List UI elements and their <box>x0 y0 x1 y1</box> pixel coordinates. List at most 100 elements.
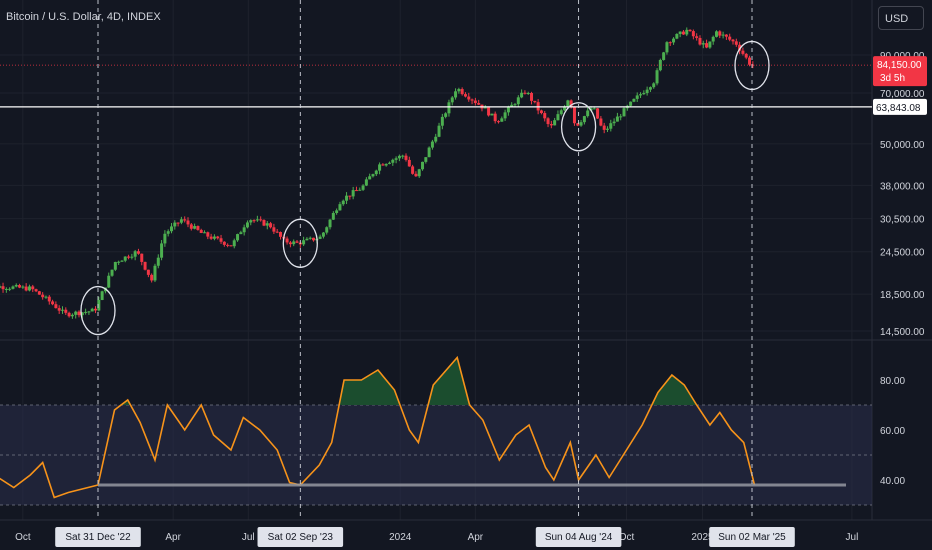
candle-body <box>358 189 362 191</box>
candle-up <box>629 101 633 107</box>
price-axis-label: 24,500.00 <box>880 248 925 259</box>
candle-down <box>596 108 600 119</box>
candle-down <box>146 269 150 278</box>
candle-body <box>120 260 124 262</box>
candle-up <box>675 33 679 40</box>
candle-up <box>87 310 91 315</box>
candle-down <box>31 284 35 293</box>
candle-body <box>609 123 613 129</box>
highlight-circle <box>734 40 770 91</box>
candle-body <box>718 31 722 36</box>
candle-body <box>245 222 249 228</box>
candle-down <box>354 186 358 192</box>
candle-up <box>351 186 355 200</box>
candle-down <box>493 111 497 124</box>
candle-body <box>632 98 636 102</box>
candle-body <box>454 91 458 98</box>
candle-body <box>695 36 699 38</box>
candle-down <box>222 241 226 247</box>
candle-body <box>107 275 111 288</box>
candle-up <box>133 249 137 261</box>
candle-body <box>520 92 524 98</box>
candle-down <box>219 234 223 244</box>
candle-down <box>543 110 547 122</box>
candle-body <box>183 219 187 221</box>
candle-down <box>549 120 553 129</box>
candle-body <box>255 219 259 221</box>
candle-body <box>477 103 481 105</box>
rsi-line <box>0 355 756 499</box>
candle-up <box>44 295 48 299</box>
candle-body <box>80 312 84 316</box>
candle-up <box>117 260 121 265</box>
candle-up <box>579 119 583 127</box>
candle-up <box>397 154 401 162</box>
currency-button[interactable]: USD <box>878 6 924 30</box>
candle-down <box>572 106 576 126</box>
candle-up <box>321 231 325 239</box>
candle-body <box>97 299 101 311</box>
candle-body <box>351 190 355 197</box>
level-label-box <box>873 98 927 115</box>
candle-body <box>411 166 415 174</box>
candle-down <box>143 261 147 271</box>
candle-up <box>417 168 421 178</box>
price-label-value: 84,150.00 <box>877 60 922 71</box>
candle-body <box>738 44 742 51</box>
time-axis-label: Oct <box>619 532 635 543</box>
candle-body <box>54 304 58 309</box>
time-axis-label: Jul <box>846 532 859 543</box>
candle-up <box>236 233 240 242</box>
rsi-band <box>0 405 872 505</box>
candle-up <box>245 220 249 229</box>
candle-body <box>163 233 167 244</box>
rsi-axis-label: 80.00 <box>880 376 905 387</box>
candle-down <box>199 228 203 234</box>
candle-body <box>345 195 349 201</box>
candle-body <box>652 83 656 88</box>
candle-down <box>206 231 210 240</box>
candle-body <box>622 108 626 117</box>
candle-down <box>463 92 467 98</box>
candle-up <box>265 221 269 230</box>
candle-down <box>681 30 685 35</box>
candles <box>0 27 755 319</box>
candle-up <box>553 117 557 126</box>
candle-up <box>345 192 349 205</box>
candle-body <box>678 31 682 34</box>
candle-up <box>11 285 15 290</box>
candle-up <box>371 173 375 178</box>
candle-down <box>34 288 38 293</box>
candle-up <box>559 108 563 116</box>
candle-body <box>549 124 553 126</box>
candle-body <box>681 31 685 35</box>
candle-up <box>70 313 74 319</box>
candle-body <box>437 125 441 137</box>
candle-up <box>358 187 362 191</box>
candle-body <box>457 89 461 92</box>
rsi-axis-label: 40.00 <box>880 476 905 487</box>
candle-body <box>533 100 537 103</box>
candle-up <box>648 86 652 93</box>
candle-body <box>37 291 41 295</box>
candle-down <box>140 253 144 266</box>
candle-up <box>107 272 111 289</box>
candle-body <box>113 261 117 270</box>
candle-down <box>381 163 385 166</box>
candle-down <box>744 52 748 60</box>
candle-body <box>70 314 74 317</box>
candle-body <box>473 100 477 104</box>
candle-body <box>265 223 269 226</box>
candle-down <box>691 29 695 40</box>
candle-down <box>477 99 481 105</box>
highlight-circle <box>80 285 116 336</box>
candle-body <box>516 97 520 105</box>
candle-body <box>90 308 94 312</box>
candle-body <box>576 123 580 126</box>
candle-body <box>543 113 547 119</box>
candle-body <box>173 222 177 227</box>
candle-body <box>714 31 718 37</box>
candle-down <box>269 221 273 229</box>
candle-body <box>278 232 282 237</box>
